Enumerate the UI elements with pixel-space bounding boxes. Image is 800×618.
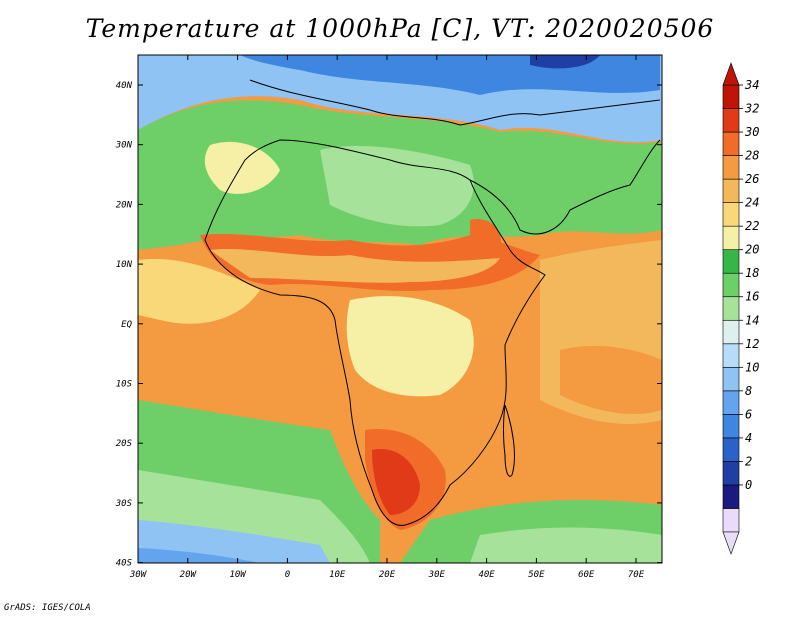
lon-label: 60E (578, 570, 595, 580)
colorbar-label: 26 (745, 172, 759, 186)
credit-label: GrADS: IGES/COLA (4, 603, 91, 613)
colorbar-segment (722, 508, 740, 533)
lat-label: 20S (116, 439, 133, 449)
colorbar-top-arrow (722, 62, 740, 86)
map-frame (137, 54, 663, 564)
colorbar-label: 32 (744, 102, 759, 116)
colorbar-label: 2 (745, 454, 752, 468)
lat-label: 40N (116, 81, 133, 91)
latitude-axis: 40N 30N 20N 10N EQ 10S 20S 30S 40S (115, 81, 662, 569)
colorbar-segment (722, 437, 740, 462)
colorbar-segment (722, 249, 740, 274)
colorbar-label: 16 (745, 290, 759, 304)
lon-label: 20E (379, 570, 396, 580)
colorbar-label: 4 (745, 431, 752, 445)
colorbar-segment (722, 414, 740, 439)
colorbar-segment (722, 155, 740, 180)
colorbar-label: 30 (744, 125, 759, 139)
colorbar-label: 18 (745, 266, 759, 280)
lat-label: 20N (116, 200, 133, 210)
lon-label: 10E (329, 570, 346, 580)
colorbar-label: 24 (745, 196, 759, 210)
lat-label: 30N (115, 141, 133, 151)
colorbar-segment (722, 108, 740, 133)
colorbar-bottom-arrow (722, 531, 740, 555)
colorbar-segment (722, 178, 740, 203)
colorbar-segment (722, 390, 740, 415)
coastline (204, 79, 661, 526)
colorbar-segment (722, 319, 740, 345)
lat-label: 40S (116, 559, 133, 569)
colorbar-segment (722, 131, 740, 156)
colorbar-label: 22 (745, 219, 759, 233)
colorbar-label: 20 (745, 243, 759, 257)
colorbar-segment (722, 461, 740, 486)
map-title: Temperature at 1000hPa [C], VT: 20200205… (85, 14, 715, 43)
colorbar-segment (722, 84, 740, 109)
longitude-axis: 30W 20W 10W 0 10E 20E 30E 40E 50E 60E 70E (129, 55, 645, 580)
colorbar-label: 6 (745, 407, 752, 421)
colorbar-segment (722, 202, 740, 227)
colorbar-segment (722, 272, 740, 298)
lon-label: 70E (628, 570, 645, 580)
lat-label: 10N (116, 260, 133, 270)
lon-label: 30W (129, 570, 148, 580)
lon-label: 50E (528, 570, 545, 580)
lon-label: 30E (428, 570, 446, 580)
colorbar-segment (722, 484, 740, 509)
colorbar-label: 0 (745, 478, 752, 492)
colorbar-label: 34 (744, 78, 759, 92)
colorbar-label: 14 (745, 313, 759, 327)
colorbar-segment (722, 296, 740, 321)
colorbar-segment (722, 225, 740, 250)
lat-label: EQ (121, 320, 132, 330)
colorbar-label: 8 (745, 384, 752, 398)
colorbar-label: 10 (745, 360, 759, 374)
colorbar-label: 28 (745, 149, 759, 163)
lon-label: 10W (229, 570, 247, 580)
lon-label: 0 (285, 570, 290, 580)
lat-label: 30S (115, 499, 133, 509)
lon-label: 40E (478, 570, 495, 580)
colorbar-segment (722, 343, 740, 368)
colorbar-label: 12 (745, 337, 759, 351)
lon-label: 20W (180, 570, 198, 580)
temperature-field (138, 55, 662, 563)
colorbar-segment (722, 367, 740, 392)
lat-label: 10S (116, 380, 133, 390)
